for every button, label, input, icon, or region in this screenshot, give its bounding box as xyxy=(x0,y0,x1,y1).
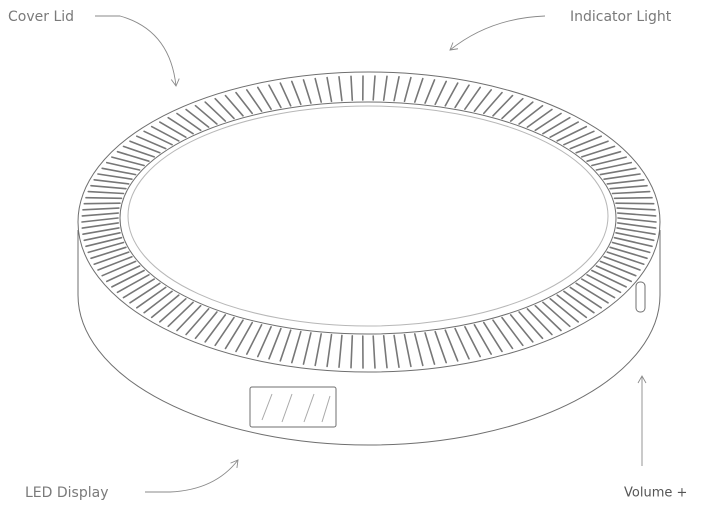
led-segments xyxy=(262,394,330,422)
cover-lid xyxy=(120,102,616,334)
device-body xyxy=(78,230,660,445)
label: Cover Lid xyxy=(8,9,74,25)
arrow xyxy=(95,16,176,86)
ridge-ring xyxy=(82,76,656,368)
ridges xyxy=(82,76,656,368)
volume-button xyxy=(636,282,645,312)
arrow xyxy=(450,16,545,50)
label: LED Display xyxy=(25,485,108,501)
led-display xyxy=(250,387,336,427)
device-rim xyxy=(78,72,660,372)
label: Indicator Light xyxy=(570,9,672,25)
arrow xyxy=(145,460,238,492)
diagram: Cover Lid Indicator Light LED Display Vo… xyxy=(0,0,713,508)
lid-edge xyxy=(128,106,608,326)
label: Volume + xyxy=(624,486,687,501)
page: Cover Lid Indicator Light LED Display Vo… xyxy=(0,0,713,508)
